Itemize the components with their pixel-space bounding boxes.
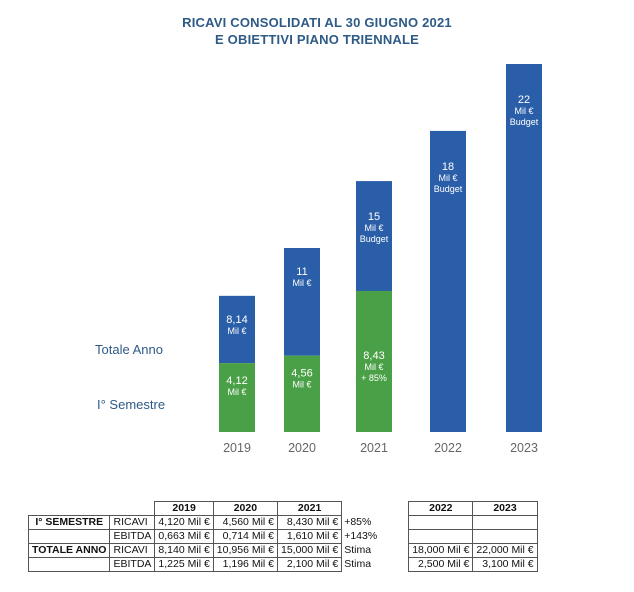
table-gap — [380, 530, 409, 544]
bar-half-2019 — [219, 363, 255, 432]
table-row-group — [27, 529, 111, 544]
table-note: +143% — [341, 529, 381, 544]
table-gap — [380, 516, 409, 530]
bar-half-2021 — [356, 290, 392, 432]
bar-half-2020 — [284, 355, 320, 432]
table-gap — [380, 558, 409, 572]
table-row: EBITDA 0,663 Mil €0,714 Mil €1,610 Mil € +… — [27, 529, 538, 544]
chart-title-line-2: E OBIETTIVI PIANO TRIENNALE — [214, 32, 420, 47]
data-label-half-2021: 8,43 — [363, 350, 384, 362]
bar-total-2019 — [219, 295, 255, 364]
data-label-total-2022: Mil € — [438, 173, 457, 183]
data-label-half-2020: 4,56 — [291, 368, 312, 380]
table-header-2023: 2023 — [472, 501, 538, 516]
table-gap — [380, 544, 409, 558]
bar-total-2020 — [284, 248, 320, 356]
data-label-total-2020: Mil € — [292, 278, 311, 288]
x-tick-label-2022: 2022 — [434, 441, 462, 455]
table-row-group: I° SEMESTRE — [27, 515, 111, 530]
data-label-total-2020: 11 — [296, 266, 307, 278]
table-header-row: 2019 2020 2021 2022 2023 — [29, 501, 538, 516]
data-label-total-2021: Budget — [360, 234, 389, 244]
table-header-2019: 2019 — [154, 501, 214, 516]
table-header-2021: 2021 — [276, 501, 343, 516]
table-cell: 3,100 Mil € — [472, 557, 538, 572]
table-cell: 0,663 Mil € — [154, 529, 214, 544]
table-cell: 2,100 Mil € — [276, 557, 343, 572]
table-cell — [472, 515, 538, 530]
chart-title: RICAVI CONSOLIDATI AL 30 GIUGNO 2021 E O… — [150, 14, 484, 48]
table-row: I° SEMESTRE RICAVI 4,120 Mil €4,560 Mil €8… — [27, 515, 538, 530]
table-cell — [408, 529, 474, 544]
table-cell: 8,430 Mil € — [276, 515, 343, 530]
table-cell: 4,560 Mil € — [212, 515, 279, 530]
table-cell — [472, 529, 538, 544]
table-row-metric: EBITDA — [109, 557, 156, 572]
table-row-group: TOTALE ANNO — [27, 543, 111, 558]
table-cell: 1,196 Mil € — [212, 557, 279, 572]
data-table: 2019 2020 2021 2022 2023 I° SEMESTRE RICA… — [27, 501, 538, 572]
x-tick-label-2019: 2019 — [223, 441, 251, 455]
x-tick-label-2023: 2023 — [510, 441, 538, 455]
data-label-total-2023: Mil € — [514, 106, 533, 116]
bar-total-2023 — [506, 64, 542, 432]
table-row-group — [27, 557, 111, 572]
table-cell: 0,714 Mil € — [212, 529, 279, 544]
table-row: TOTALE ANNO RICAVI 8,140 Mil €10,956 Mil €… — [27, 543, 538, 558]
x-tick-label-2020: 2020 — [288, 441, 316, 455]
data-label-half-2019: 4,12 — [226, 375, 247, 387]
table-cell: 8,140 Mil € — [154, 543, 214, 558]
table-row-metric: RICAVI — [109, 543, 156, 558]
table-note: Stima — [341, 543, 381, 558]
table-cell: 1,225 Mil € — [154, 557, 214, 572]
data-label-total-2021: 15 — [368, 211, 380, 223]
chart-title-line-1: RICAVI CONSOLIDATI AL 30 GIUGNO 2021 — [182, 15, 452, 30]
table-row-metric: RICAVI — [109, 515, 156, 530]
data-label-total-2022: Budget — [434, 184, 463, 194]
table-cell — [408, 515, 474, 530]
data-label-total-2023: Budget — [510, 117, 539, 127]
bar-total-2022 — [430, 130, 466, 432]
bar-total-2021 — [356, 181, 392, 291]
x-tick-label-2021: 2021 — [360, 441, 388, 455]
table-row: EBITDA 1,225 Mil €1,196 Mil €2,100 Mil € S… — [27, 557, 538, 572]
table-row-metric: EBITDA — [109, 529, 156, 544]
table-cell: 10,956 Mil € — [212, 543, 279, 558]
data-label-total-2019: Mil € — [227, 326, 246, 336]
data-label-total-2022: 18 — [442, 161, 454, 173]
data-label-total-2023: 22 — [518, 94, 530, 106]
data-label-total-2021: Mil € — [364, 223, 383, 233]
table-cell: 1,610 Mil € — [276, 529, 343, 544]
row-label-total: Totale Anno — [95, 342, 163, 357]
table-note: Stima — [341, 557, 381, 572]
data-label-half-2019: Mil € — [227, 387, 246, 397]
table-cell: 15,000 Mil € — [276, 543, 343, 558]
table-cell: 22,000 Mil € — [472, 543, 538, 558]
data-label-half-2021: + 85% — [361, 373, 387, 383]
table-cell: 18,000 Mil € — [408, 543, 474, 558]
table-header-2022: 2022 — [408, 501, 474, 516]
data-label-half-2021: Mil € — [364, 362, 383, 372]
table-note: +85% — [341, 515, 381, 530]
table-cell: 2,500 Mil € — [408, 557, 474, 572]
row-label-half: I° Semestre — [97, 397, 166, 412]
data-label-half-2020: Mil € — [292, 380, 311, 390]
table-cell: 4,120 Mil € — [154, 515, 214, 530]
table-header-2020: 2020 — [212, 501, 279, 516]
data-label-total-2019: 8,14 — [226, 314, 247, 326]
